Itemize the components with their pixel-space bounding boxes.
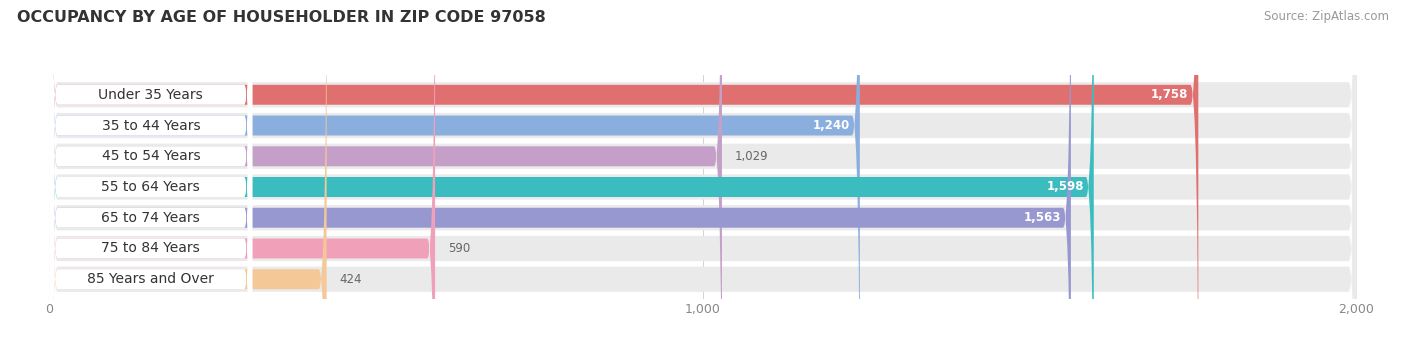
FancyBboxPatch shape: [49, 0, 1357, 340]
Text: 35 to 44 Years: 35 to 44 Years: [101, 119, 200, 133]
FancyBboxPatch shape: [49, 0, 1071, 340]
FancyBboxPatch shape: [49, 0, 252, 340]
Text: OCCUPANCY BY AGE OF HOUSEHOLDER IN ZIP CODE 97058: OCCUPANCY BY AGE OF HOUSEHOLDER IN ZIP C…: [17, 10, 546, 25]
FancyBboxPatch shape: [49, 0, 1357, 340]
Text: 1,240: 1,240: [813, 119, 851, 132]
FancyBboxPatch shape: [49, 0, 1357, 340]
FancyBboxPatch shape: [49, 0, 434, 340]
Text: Source: ZipAtlas.com: Source: ZipAtlas.com: [1264, 10, 1389, 23]
FancyBboxPatch shape: [49, 0, 721, 340]
Text: 1,563: 1,563: [1024, 211, 1062, 224]
Text: 75 to 84 Years: 75 to 84 Years: [101, 241, 200, 255]
Text: 65 to 74 Years: 65 to 74 Years: [101, 211, 200, 225]
Text: 1,029: 1,029: [735, 150, 769, 163]
FancyBboxPatch shape: [49, 0, 860, 340]
Text: 55 to 64 Years: 55 to 64 Years: [101, 180, 200, 194]
FancyBboxPatch shape: [49, 0, 252, 340]
FancyBboxPatch shape: [49, 0, 1357, 340]
FancyBboxPatch shape: [49, 0, 1094, 340]
FancyBboxPatch shape: [49, 0, 252, 340]
Text: 424: 424: [340, 273, 363, 286]
Text: 590: 590: [449, 242, 471, 255]
Text: 1,598: 1,598: [1046, 181, 1084, 193]
Text: 1,758: 1,758: [1152, 88, 1188, 101]
Text: Under 35 Years: Under 35 Years: [98, 88, 204, 102]
FancyBboxPatch shape: [49, 0, 1357, 340]
FancyBboxPatch shape: [49, 0, 1357, 340]
Text: 85 Years and Over: 85 Years and Over: [87, 272, 214, 286]
FancyBboxPatch shape: [49, 0, 1198, 340]
FancyBboxPatch shape: [49, 0, 252, 340]
FancyBboxPatch shape: [49, 0, 326, 340]
Text: 45 to 54 Years: 45 to 54 Years: [101, 149, 200, 163]
FancyBboxPatch shape: [49, 0, 252, 340]
FancyBboxPatch shape: [49, 0, 1357, 340]
FancyBboxPatch shape: [49, 0, 252, 340]
FancyBboxPatch shape: [49, 0, 252, 340]
